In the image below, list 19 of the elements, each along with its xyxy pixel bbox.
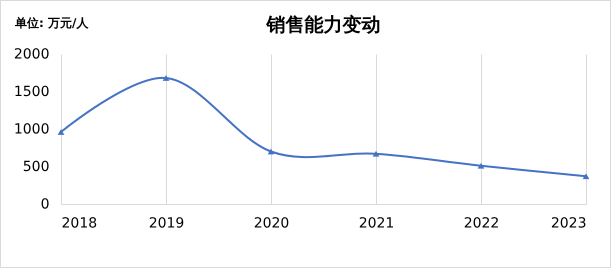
point [58,129,64,135]
point [582,173,590,180]
y-tick-label: 0 [40,196,50,212]
y-tick-label: 1000 [14,122,50,138]
x-tick-label: 2023 [550,216,586,232]
point [372,150,380,157]
point [162,75,170,81]
x-tick-label: 2022 [464,216,500,232]
chart-title: 销售能力变动 [266,14,380,36]
text: 单位: 万元/人 [15,15,88,32]
x-tick-label: 2020 [254,216,290,232]
point [478,162,484,169]
x-tick-label: 2018 [62,216,98,232]
y-tick-label: 1500 [14,84,50,100]
x-tick-label: 2019 [148,216,184,232]
y-tick-label: 2000 [14,46,50,62]
x-tick-label: 2021 [358,216,394,232]
y-tick-label: 500 [22,159,50,175]
point [268,148,274,154]
